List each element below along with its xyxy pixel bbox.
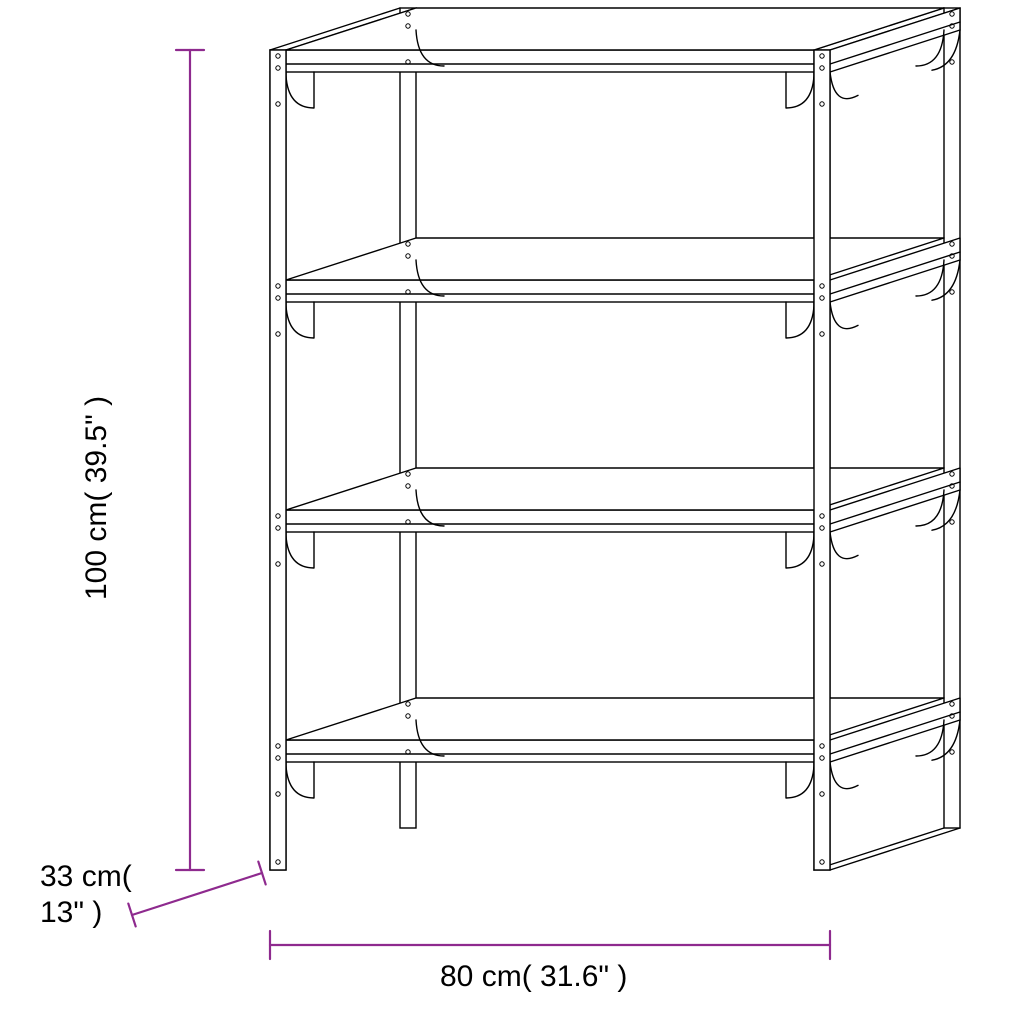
technical-drawing-svg (0, 0, 1024, 1024)
shelf (276, 698, 960, 798)
product-group (270, 8, 960, 870)
dimension-width-label: 80 cm( 31.6" ) (440, 960, 627, 994)
shelf (276, 8, 960, 108)
dimension-depth-label-line2: 13" ) (40, 896, 102, 930)
diagram-stage: 100 cm( 39.5" ) 80 cm( 31.6" ) 33 cm( 13… (0, 0, 1024, 1024)
dimension-height-label: 100 cm( 39.5" ) (80, 396, 114, 600)
dimension-depth-label-line1: 33 cm( (40, 860, 132, 894)
shelf (276, 238, 960, 338)
shelf (276, 468, 960, 568)
